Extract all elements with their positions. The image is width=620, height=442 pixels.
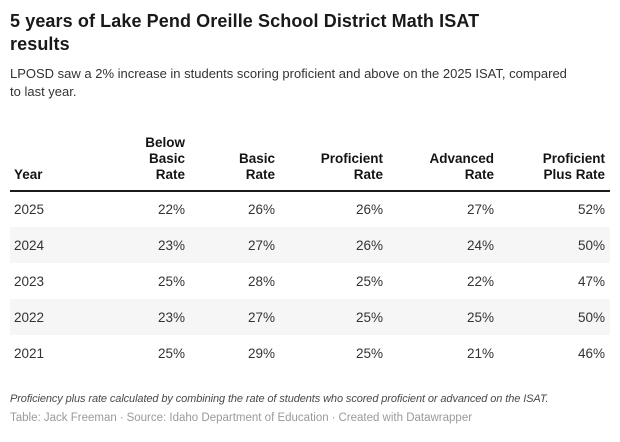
value-cell: 50% bbox=[577, 237, 605, 253]
value-cell: 22% bbox=[466, 273, 494, 289]
table-credits: Table: Jack Freeman · Source: Idaho Depart… bbox=[10, 411, 610, 426]
table-header-row: Year Below Basic Rate Basic Rate Proficient Rat… bbox=[10, 135, 610, 192]
value-cell: 24% bbox=[466, 237, 494, 253]
results-table: Year Below Basic Rate Basic Rate Proficient Rat… bbox=[10, 135, 610, 371]
table-body: 2025 22% 26% 26% 27% 52% 2024 23% 27% 26% 24% 50% 20… bbox=[10, 191, 610, 371]
value-cell: 21% bbox=[466, 345, 494, 361]
year-cell: 2025 bbox=[14, 202, 45, 217]
value-cell: 26% bbox=[355, 237, 383, 253]
column-header: Basic Rate bbox=[185, 135, 275, 192]
value-cell: 27% bbox=[247, 237, 275, 253]
table-row: 2022 23% 27% 25% 25% 50% bbox=[10, 299, 610, 335]
value-cell: 23% bbox=[157, 309, 185, 325]
year-cell: 2024 bbox=[14, 237, 45, 253]
credits-separator: · bbox=[331, 412, 336, 424]
year-cell: 2023 bbox=[14, 273, 45, 289]
year-cell: 2021 bbox=[14, 345, 45, 361]
table-row: 2025 22% 26% 26% 27% 52% bbox=[10, 191, 610, 227]
column-header: Below Basic Rate bbox=[95, 135, 185, 192]
value-cell: 25% bbox=[355, 273, 383, 289]
value-cell: 25% bbox=[355, 309, 383, 325]
value-cell: 22% bbox=[157, 202, 185, 217]
value-cell: 23% bbox=[157, 237, 185, 253]
value-cell: 27% bbox=[466, 202, 494, 217]
value-cell: 52% bbox=[577, 202, 605, 217]
value-cell: 27% bbox=[247, 309, 275, 325]
table-row: 2021 25% 29% 25% 21% 46% bbox=[10, 335, 610, 371]
table-head: Year Below Basic Rate Basic Rate Proficient Rat… bbox=[10, 135, 610, 192]
datawrapper-link[interactable]: Created with Datawrapper bbox=[338, 412, 473, 424]
value-cell: 25% bbox=[466, 309, 494, 325]
page-description: LPOSD saw a 2% increase in students scor… bbox=[10, 66, 567, 99]
value-cell: 26% bbox=[355, 202, 383, 217]
value-cell: 46% bbox=[577, 345, 605, 361]
value-cell: 47% bbox=[577, 273, 605, 289]
column-header: Proficient Rate bbox=[275, 135, 383, 192]
column-header: Proficient Plus Rate bbox=[494, 135, 610, 192]
table-note: Proficiency plus rate calculated by comb… bbox=[10, 393, 549, 405]
value-cell: 25% bbox=[355, 345, 383, 361]
page-title: 5 years of Lake Pend Oreille School Dist… bbox=[10, 11, 480, 54]
table-row: 2023 25% 28% 25% 22% 47% bbox=[10, 263, 610, 299]
value-cell: 28% bbox=[247, 273, 275, 289]
value-cell: 26% bbox=[247, 202, 275, 217]
credits-separator: · bbox=[119, 412, 124, 424]
table-row: 2024 23% 27% 26% 24% 50% bbox=[10, 227, 610, 263]
source-text: Source: Idaho Department of Education bbox=[126, 412, 329, 424]
column-header: Year bbox=[10, 135, 95, 192]
value-cell: 50% bbox=[577, 309, 605, 325]
value-cell: 25% bbox=[157, 345, 185, 361]
byline-text: Table: Jack Freeman bbox=[10, 412, 117, 424]
value-cell: 29% bbox=[247, 345, 275, 361]
value-cell: 25% bbox=[157, 273, 185, 289]
year-cell: 2022 bbox=[14, 309, 45, 325]
column-header: Advanced Rate bbox=[383, 135, 494, 192]
